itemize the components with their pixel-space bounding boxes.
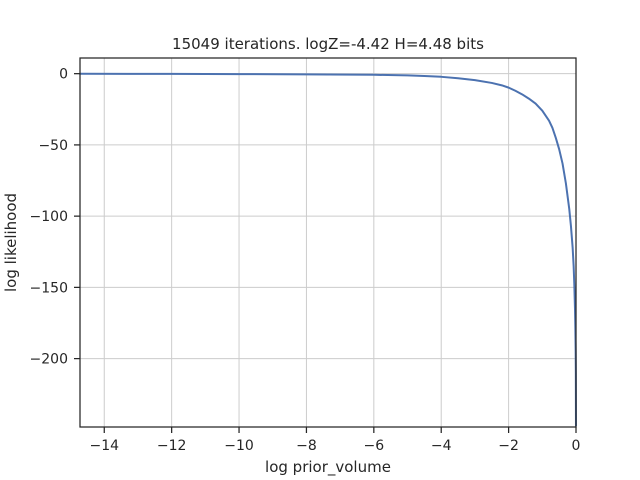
x-tick-label: −8	[296, 438, 317, 454]
y-tick-label: −150	[30, 280, 68, 296]
x-tick-label: −14	[89, 438, 119, 454]
grid	[80, 58, 577, 427]
x-tick-label: −6	[364, 438, 385, 454]
x-tick-label: −2	[498, 438, 519, 454]
plot-frame	[79, 57, 577, 428]
x-axis-label: log prior_volume	[265, 458, 391, 477]
x-tick-label: −12	[157, 438, 187, 454]
y-tick-label: −200	[30, 352, 68, 368]
y-axis-label: log likelihood	[2, 193, 20, 292]
series-line	[79, 72, 577, 427]
x-tick-label: −4	[431, 438, 452, 454]
y-tick-label: −100	[30, 209, 68, 225]
series-layer	[79, 72, 577, 427]
y-tick-label: 0	[59, 67, 68, 83]
x-tick-label: 0	[572, 438, 581, 454]
ticks: −14 −12 −10 −8 −6 −4 −2 00−50−100−150−200	[30, 67, 581, 454]
y-tick-label: −50	[38, 138, 68, 154]
x-tick-label: −10	[224, 438, 254, 454]
chart-title: 15049 iterations. logZ=-4.42 H=4.48 bits	[172, 35, 484, 53]
